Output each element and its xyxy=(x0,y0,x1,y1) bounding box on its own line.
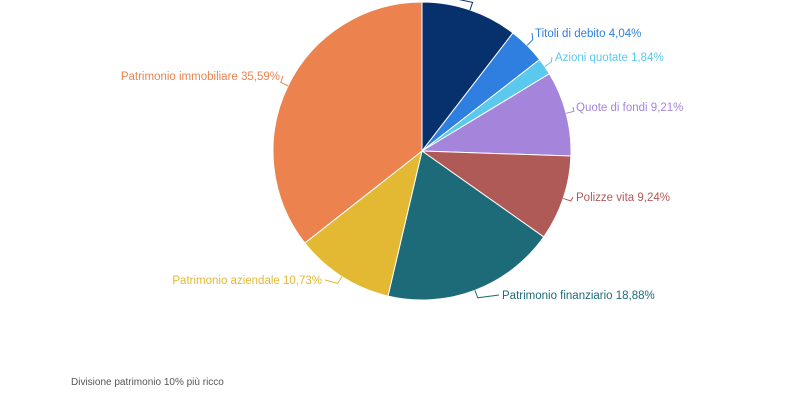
slice-labels: Depositi 10,44%Titoli di debito 4,04%Azi… xyxy=(121,28,684,302)
slice-label: Azioni quotate 1,84% xyxy=(555,52,664,64)
slice-label: Patrimonio finanziario 18,88% xyxy=(502,290,655,302)
label-connector xyxy=(280,75,289,87)
label-connector xyxy=(458,0,474,11)
label-connector xyxy=(324,276,343,284)
slice-label: Polizze vita 9,24% xyxy=(576,192,670,204)
label-connector xyxy=(526,32,534,46)
pie-slice xyxy=(387,150,545,301)
chart-caption: Divisione patrimonio 10% più ricco xyxy=(71,377,224,388)
slice-label: Quote di fondi 9,21% xyxy=(576,102,683,114)
pie-slice xyxy=(420,73,572,157)
label-connector xyxy=(474,290,500,299)
slice-label: Patrimonio aziendale 10,73% xyxy=(172,275,322,287)
pie-slice xyxy=(420,150,572,238)
pie-slices xyxy=(272,1,572,301)
slice-label: Patrimonio immobiliare 35,59% xyxy=(121,71,280,83)
slice-label: Titoli di debito 4,04% xyxy=(535,28,641,40)
pie-slice xyxy=(272,1,423,244)
pie-slice xyxy=(304,149,423,297)
label-connector xyxy=(566,106,575,114)
label-connector xyxy=(563,196,574,202)
label-connector xyxy=(544,56,553,67)
label-connectors xyxy=(280,0,575,299)
